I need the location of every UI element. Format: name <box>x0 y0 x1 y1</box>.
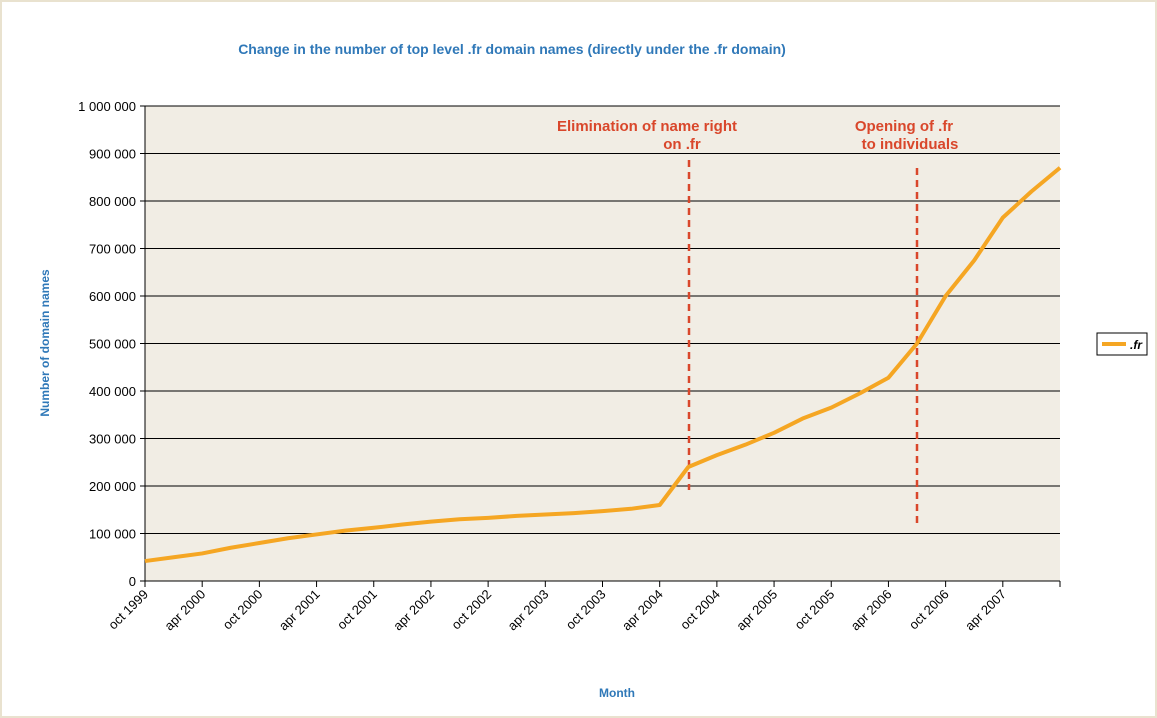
x-tick-label: oct 2000 <box>220 587 266 633</box>
y-tick-label: 500 000 <box>89 337 136 352</box>
x-tick-label: apr 2007 <box>962 587 1009 634</box>
x-tick-label: apr 2004 <box>619 587 666 634</box>
y-tick-label: 100 000 <box>89 527 136 542</box>
x-tick-label: oct 2002 <box>448 587 494 633</box>
x-axis-label: Month <box>599 686 635 700</box>
chart-title: Change in the number of top level .fr do… <box>238 41 786 57</box>
x-tick-label: apr 2002 <box>390 587 437 634</box>
x-tick-label: oct 2001 <box>334 587 380 633</box>
series-line <box>144 166 1062 564</box>
x-tick-label: apr 2005 <box>733 587 780 634</box>
x-tick-label: oct 2006 <box>906 587 952 633</box>
annotation-text: Elimination of name right <box>557 118 737 135</box>
legend-label: .fr <box>1130 338 1143 352</box>
y-tick-label: 700 000 <box>89 242 136 257</box>
x-tick-label: oct 2003 <box>563 587 609 633</box>
x-tick-label: apr 2006 <box>848 587 895 634</box>
annotation-text: on .fr <box>663 136 701 153</box>
y-tick-label: 400 000 <box>89 384 136 399</box>
y-tick-label: 1 000 000 <box>78 99 136 114</box>
annotation-text: Opening of .fr <box>855 118 953 135</box>
x-tick-label: apr 2001 <box>276 587 323 634</box>
x-tick-label: oct 2005 <box>791 587 837 633</box>
y-axis-label: Number of domain names <box>38 269 52 417</box>
x-tick-label: oct 2004 <box>677 587 723 633</box>
x-tick-label: oct 1999 <box>105 587 151 633</box>
y-tick-label: 600 000 <box>89 289 136 304</box>
x-tick-label: apr 2003 <box>505 587 552 634</box>
y-tick-label: 900 000 <box>89 147 136 162</box>
y-tick-label: 300 000 <box>89 432 136 447</box>
annotation-text: to individuals <box>862 136 959 153</box>
y-tick-label: 0 <box>129 574 136 589</box>
y-tick-label: 200 000 <box>89 479 136 494</box>
y-tick-label: 800 000 <box>89 194 136 209</box>
x-tick-label: apr 2000 <box>161 587 208 634</box>
